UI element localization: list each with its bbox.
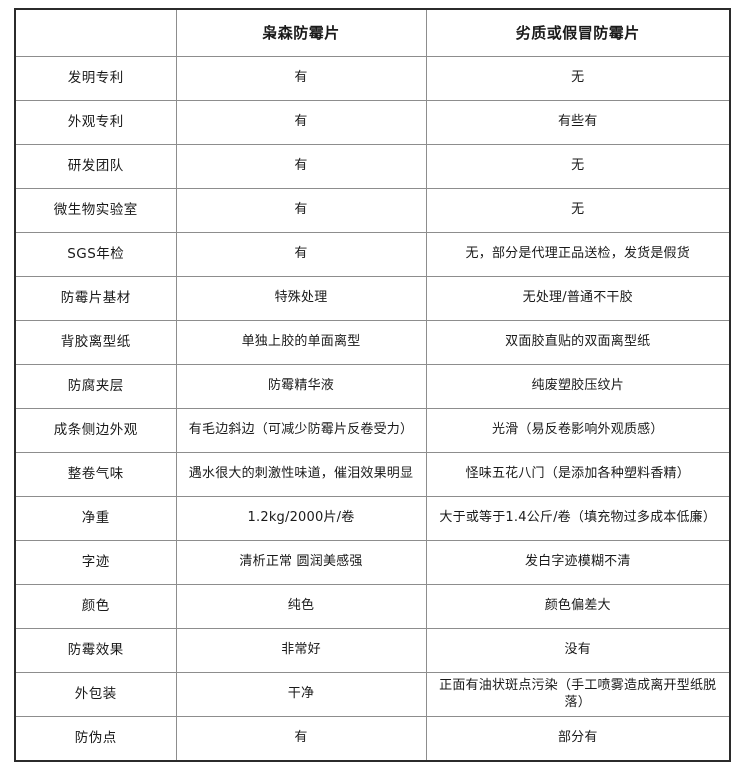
table-row: 整卷气味 遇水很大的刺激性味道，催泪效果明显 怪味五花八门（是添加各种塑料香精） xyxy=(14,452,731,497)
table-row: 防伪点有部分有 xyxy=(14,716,731,762)
feature-label: 发明专利 xyxy=(14,56,177,101)
feature-label: 外观专利 xyxy=(14,100,177,145)
table-body: 发明专利有无外观专利有有些有 研发团队有无微生物实验室有无 SGS年检有无，部分是代… xyxy=(14,56,731,762)
genuine-value: 有 xyxy=(175,100,427,145)
table-header-row: 枭森防霉片 劣质或假冒防霉片 xyxy=(14,8,731,57)
table-row: 成条侧边外观 有毛边斜边（可减少防霉片反卷受力） 光滑（易反卷影响外观质感） xyxy=(14,408,731,453)
column-header-feature xyxy=(14,8,177,57)
genuine-value: 1.2kg/2000片/卷 xyxy=(175,496,427,541)
counterfeit-value: 无处理/普通不干胶 xyxy=(425,276,731,321)
comparison-table-container: 枭森防霉片 劣质或假冒防霉片 发明专利有无外观专利有有些有 研发团队有无微生物实验… xyxy=(14,8,731,762)
counterfeit-value: 发白字迹模糊不清 xyxy=(425,540,731,585)
table-row: 防霉片基材 特殊处理 无处理/普通不干胶 xyxy=(14,276,731,321)
feature-label: 成条侧边外观 xyxy=(14,408,177,453)
table-row: 外观专利有有些有 xyxy=(14,100,731,145)
column-header-counterfeit-product: 劣质或假冒防霉片 xyxy=(425,8,731,57)
counterfeit-value: 怪味五花八门（是添加各种塑料香精） xyxy=(425,452,731,497)
genuine-value: 有 xyxy=(175,232,427,277)
table-row: 外包装 干净 正面有油状斑点污染（手工喷雾造成离开型纸脱落） xyxy=(14,672,731,717)
table-row: 背胶离型纸 单独上胶的单面离型 双面胶直贴的双面离型纸 xyxy=(14,320,731,365)
genuine-value: 有 xyxy=(175,56,427,101)
counterfeit-value: 无 xyxy=(425,56,731,101)
table-row: 字迹 清析正常 圆润美感强 发白字迹模糊不清 xyxy=(14,540,731,585)
feature-label: 防腐夹层 xyxy=(14,364,177,409)
counterfeit-value: 无 xyxy=(425,144,731,189)
counterfeit-value: 双面胶直贴的双面离型纸 xyxy=(425,320,731,365)
counterfeit-value: 光滑（易反卷影响外观质感） xyxy=(425,408,731,453)
feature-label: 防伪点 xyxy=(14,716,177,762)
genuine-value: 特殊处理 xyxy=(175,276,427,321)
genuine-value: 有 xyxy=(175,188,427,233)
genuine-value: 遇水很大的刺激性味道，催泪效果明显 xyxy=(175,452,427,497)
product-comparison-table: 枭森防霉片 劣质或假冒防霉片 发明专利有无外观专利有有些有 研发团队有无微生物实验… xyxy=(14,8,731,762)
counterfeit-value: 纯废塑胶压纹片 xyxy=(425,364,731,409)
feature-label: 研发团队 xyxy=(14,144,177,189)
counterfeit-value: 部分有 xyxy=(425,716,731,762)
feature-label: 背胶离型纸 xyxy=(14,320,177,365)
feature-label: SGS年检 xyxy=(14,232,177,277)
table-header: 枭森防霉片 劣质或假冒防霉片 xyxy=(14,8,731,57)
genuine-value: 防霉精华液 xyxy=(175,364,427,409)
counterfeit-value: 无，部分是代理正品送检，发货是假货 xyxy=(425,232,731,277)
table-row: SGS年检有无，部分是代理正品送检，发货是假货 xyxy=(14,232,731,277)
feature-label: 防霉片基材 xyxy=(14,276,177,321)
table-row: 净重 1.2kg/2000片/卷 大于或等于1.4公斤/卷（填充物过多成本低廉） xyxy=(14,496,731,541)
table-row: 研发团队有无 xyxy=(14,144,731,189)
genuine-value: 纯色 xyxy=(175,584,427,629)
counterfeit-value: 颜色偏差大 xyxy=(425,584,731,629)
genuine-value: 清析正常 圆润美感强 xyxy=(175,540,427,585)
genuine-value: 有 xyxy=(175,144,427,189)
column-header-genuine-product: 枭森防霉片 xyxy=(175,8,427,57)
table-row: 发明专利有无 xyxy=(14,56,731,101)
genuine-value: 非常好 xyxy=(175,628,427,673)
table-row: 微生物实验室有无 xyxy=(14,188,731,233)
feature-label: 净重 xyxy=(14,496,177,541)
genuine-value: 有毛边斜边（可减少防霉片反卷受力） xyxy=(175,408,427,453)
feature-label: 微生物实验室 xyxy=(14,188,177,233)
counterfeit-value: 大于或等于1.4公斤/卷（填充物过多成本低廉） xyxy=(425,496,731,541)
genuine-value: 有 xyxy=(175,716,427,762)
feature-label: 外包装 xyxy=(14,672,177,717)
feature-label: 颜色 xyxy=(14,584,177,629)
feature-label: 字迹 xyxy=(14,540,177,585)
counterfeit-value: 无 xyxy=(425,188,731,233)
table-row: 防腐夹层 防霉精华液 纯废塑胶压纹片 xyxy=(14,364,731,409)
feature-label: 防霉效果 xyxy=(14,628,177,673)
counterfeit-value: 没有 xyxy=(425,628,731,673)
genuine-value: 单独上胶的单面离型 xyxy=(175,320,427,365)
feature-label: 整卷气味 xyxy=(14,452,177,497)
genuine-value: 干净 xyxy=(175,672,427,717)
table-row: 颜色 纯色 颜色偏差大 xyxy=(14,584,731,629)
counterfeit-value: 正面有油状斑点污染（手工喷雾造成离开型纸脱落） xyxy=(425,672,731,717)
table-row: 防霉效果 非常好 没有 xyxy=(14,628,731,673)
counterfeit-value: 有些有 xyxy=(425,100,731,145)
